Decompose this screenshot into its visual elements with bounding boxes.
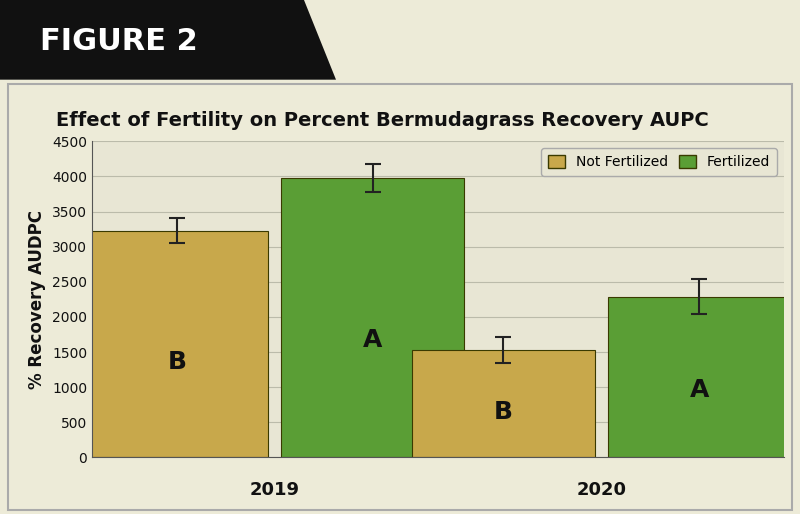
Bar [282, 178, 464, 457]
Text: A: A [363, 328, 382, 352]
Text: A: A [690, 378, 709, 402]
Bar [86, 231, 268, 457]
Bar [412, 350, 594, 457]
FancyBboxPatch shape [8, 84, 792, 510]
Legend: Not Fertilized, Fertilized: Not Fertilized, Fertilized [541, 149, 777, 176]
Text: Effect of Fertility on Percent Bermudagrass Recovery AUPC: Effect of Fertility on Percent Bermudagr… [56, 111, 709, 130]
Text: FIGURE 2: FIGURE 2 [40, 27, 198, 56]
Y-axis label: % Recovery AUDPC: % Recovery AUDPC [29, 210, 46, 389]
Text: 2019: 2019 [250, 481, 300, 499]
Text: B: B [167, 350, 186, 374]
Text: B: B [494, 400, 513, 425]
Bar [608, 297, 790, 457]
Polygon shape [0, 0, 336, 80]
Text: 2020: 2020 [576, 481, 626, 499]
